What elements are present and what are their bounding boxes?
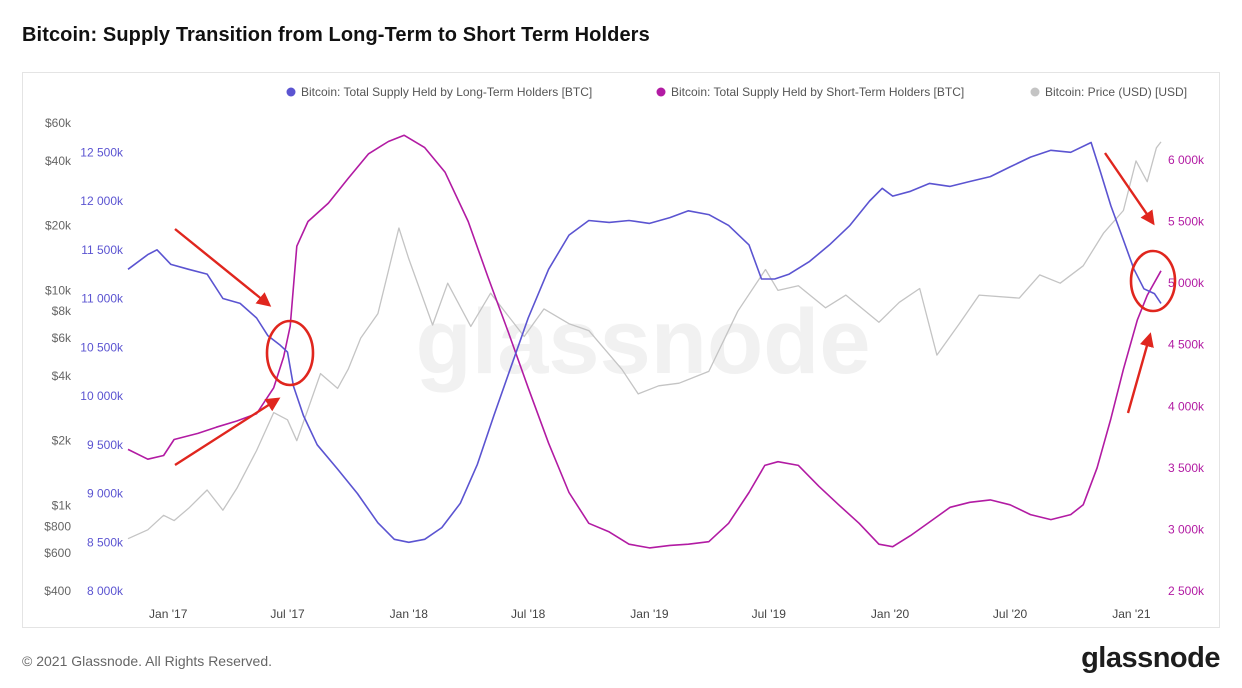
legend-label: Bitcoin: Price (USD) [USD]: [1045, 85, 1187, 99]
footer-logo: glassnode: [1081, 642, 1220, 674]
lth-tick-label: 12 500k: [80, 145, 124, 159]
price-tick-label: $1k: [52, 498, 72, 512]
price-tick-label: $8k: [52, 304, 72, 318]
legend-marker: [286, 87, 296, 97]
annotation-arrow: [1126, 332, 1154, 414]
watermark: glassnode: [415, 291, 870, 393]
chart-title: Bitcoin: Supply Transition from Long-Ter…: [22, 24, 650, 46]
sth-supply-line: [127, 134, 1162, 549]
price-tick-label: $4k: [52, 369, 72, 383]
x-tick-label: Jan '17: [149, 607, 188, 621]
lth-tick-label: 9 500k: [87, 438, 124, 452]
price-tick-label: $40k: [45, 154, 72, 168]
x-tick-label: Jan '18: [390, 607, 429, 621]
x-tick-label: Jan '21: [1112, 607, 1151, 621]
x-tick-label: Jul '18: [511, 607, 546, 621]
price-tick-label: $2k: [52, 434, 72, 448]
sth-tick-label: 5 000k: [1168, 276, 1205, 290]
chart-svg: Bitcoin: Total Supply Held by Long-Term …: [44, 85, 1205, 621]
lth-tick-label: 8 500k: [87, 535, 124, 549]
legend-marker: [1030, 87, 1040, 97]
sth-tick-label: 3 000k: [1168, 522, 1205, 536]
annotations: [174, 152, 1177, 467]
sth-tick-label: 3 500k: [1168, 461, 1205, 475]
series-group: [127, 134, 1162, 549]
price-tick-label: $800: [44, 519, 71, 533]
sth-tick-label: 4 000k: [1168, 399, 1205, 413]
legend-label: Bitcoin: Total Supply Held by Long-Term …: [301, 85, 592, 99]
legend-label: Bitcoin: Total Supply Held by Short-Term…: [671, 85, 964, 99]
x-tick-label: Jan '20: [871, 607, 910, 621]
lth-tick-label: 11 500k: [81, 243, 124, 257]
price-tick-label: $400: [44, 584, 71, 598]
sth-tick-label: 2 500k: [1168, 584, 1205, 598]
annotation-arrow: [174, 397, 281, 467]
annotation-arrow: [174, 228, 272, 307]
x-tick-label: Jul '17: [270, 607, 305, 621]
chart-frame: Bitcoin: Total Supply Held by Long-Term …: [22, 72, 1220, 628]
price-tick-label: $60k: [45, 116, 72, 130]
lth-tick-label: 10 500k: [80, 340, 124, 354]
x-axis: Jan '17 Jul '17 Jan '18 Jul '18 Jan '19 Jul '…: [149, 607, 1151, 621]
lth-tick-label: 8 000k: [87, 584, 124, 598]
annotation-circle: [265, 319, 315, 387]
lth-tick-label: 11 000k: [81, 292, 124, 306]
price-tick-label: $10k: [45, 283, 72, 297]
footer-copyright: © 2021 Glassnode. All Rights Reserved.: [22, 653, 273, 669]
sth-tick-label: 4 500k: [1168, 338, 1205, 352]
price-tick-label: $600: [44, 546, 71, 560]
legend-marker: [656, 87, 666, 97]
sth-tick-label: 5 500k: [1168, 215, 1205, 229]
price-tick-label: $6k: [52, 331, 72, 345]
annotation-arrow: [1104, 152, 1155, 226]
lth-tick-label: 9 000k: [87, 487, 124, 501]
x-tick-label: Jul '20: [993, 607, 1028, 621]
sth-axis: 2 500k 3 000k 3 500k 4 000k 4 500k 5 000k 5 50…: [1168, 153, 1205, 598]
chart-legend: Bitcoin: Total Supply Held by Long-Term …: [286, 85, 1187, 99]
annotation-circle: [1129, 249, 1177, 313]
price-line: [127, 141, 1162, 540]
lth-tick-label: 10 000k: [80, 389, 124, 403]
lth-axis: 8 000k 8 500k 9 000k 9 500k 10 000k 10 500k 11…: [80, 145, 124, 598]
lth-supply-line: [127, 141, 1162, 544]
sth-tick-label: 6 000k: [1168, 153, 1205, 167]
price-tick-label: $20k: [45, 219, 72, 233]
x-tick-label: Jan '19: [630, 607, 669, 621]
price-axis: $400 $600 $800 $1k $2k $4k $6k $8k $10k $20k $40k $…: [44, 116, 72, 598]
lth-tick-label: 12 000k: [80, 194, 124, 208]
x-tick-label: Jul '19: [752, 607, 787, 621]
